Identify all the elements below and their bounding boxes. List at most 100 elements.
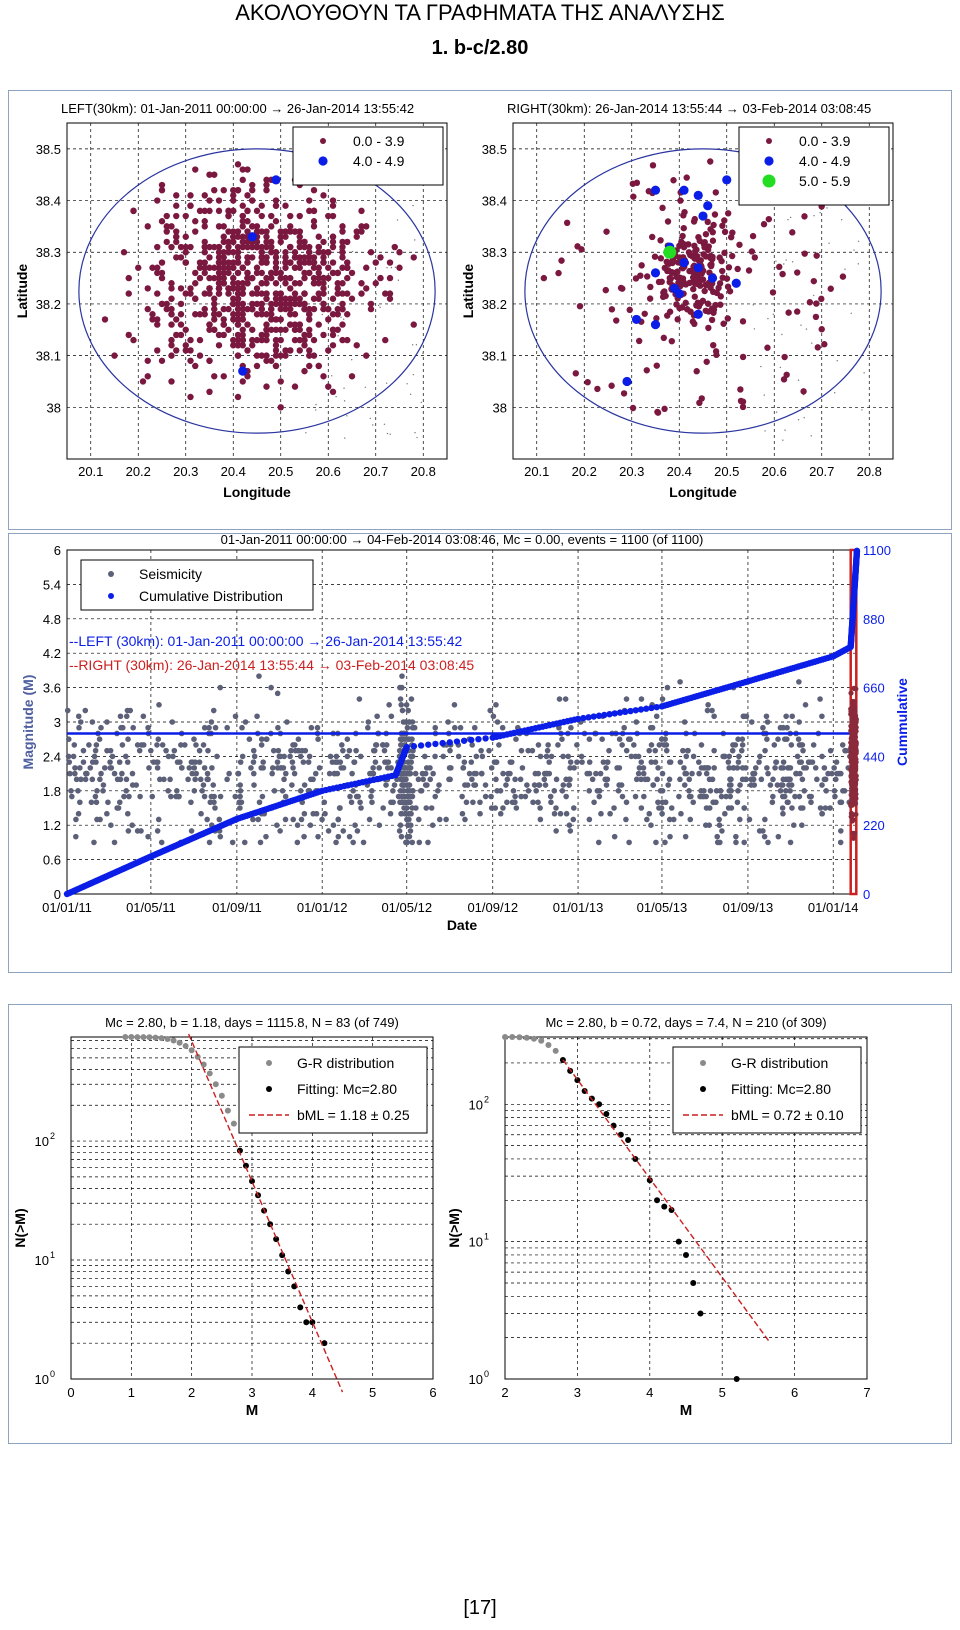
event-small xyxy=(291,300,299,308)
event-small xyxy=(272,290,280,297)
event-small xyxy=(310,295,318,302)
event-small xyxy=(201,305,208,313)
seismicity-point xyxy=(507,759,514,765)
event-small xyxy=(154,290,161,297)
seismicity-point xyxy=(186,765,193,771)
y-tick-exponent: 2 xyxy=(484,1094,489,1104)
event-small xyxy=(201,223,208,230)
seismicity-point xyxy=(340,747,346,754)
seismicity-point xyxy=(204,770,211,777)
seismicity-point xyxy=(123,776,130,783)
event-small xyxy=(630,193,637,200)
event-small xyxy=(320,274,327,282)
seismicity-point xyxy=(423,765,430,771)
seismicity-point xyxy=(268,684,274,691)
seismicity-point xyxy=(479,753,486,760)
event-small xyxy=(334,285,341,292)
seismicity-point xyxy=(659,799,666,806)
seismicity-point xyxy=(763,713,770,720)
event-small xyxy=(201,243,208,251)
seismicity-point xyxy=(638,696,645,702)
seismicity-point xyxy=(547,793,554,800)
seismicity-point xyxy=(298,816,305,823)
coastline-dot xyxy=(753,328,756,330)
seismicity-point xyxy=(748,776,755,783)
event-small xyxy=(220,264,227,271)
seismicity-point xyxy=(404,793,411,800)
event-small xyxy=(683,306,691,313)
seismicity-point xyxy=(397,822,404,828)
event-medium xyxy=(707,273,718,283)
event-small xyxy=(801,250,808,257)
event-small xyxy=(659,204,666,212)
seismicity-point xyxy=(370,747,377,754)
seismicity-point xyxy=(369,799,375,806)
y-axis-label: Latitude xyxy=(460,264,476,319)
event-small xyxy=(225,305,232,313)
seismicity-point xyxy=(559,736,565,742)
seismicity-point-right xyxy=(850,835,857,841)
seismicity-point xyxy=(432,724,439,731)
seismicity-point xyxy=(335,816,342,823)
gr-panel: 0 1 2 3 4 5 6 10 0 10 1 10 2 G-R distribution Fitting:… xyxy=(8,1004,952,1444)
seismicity-point xyxy=(519,765,526,771)
gr-point xyxy=(176,1039,183,1046)
event-small xyxy=(287,305,294,313)
event-small xyxy=(192,228,199,235)
event-small xyxy=(737,386,744,393)
seismicity-point-right xyxy=(852,830,858,837)
seismicity-point xyxy=(405,799,412,806)
event-small xyxy=(220,259,227,266)
legend-label-cumulative: Cumulative Distribution xyxy=(139,588,283,604)
event-small xyxy=(315,233,322,240)
seismicity-point xyxy=(560,753,566,760)
gr-point xyxy=(523,1034,530,1041)
seismicity-point xyxy=(741,839,748,846)
event-medium xyxy=(698,211,708,221)
seismicity-point xyxy=(757,753,763,760)
seismicity-point xyxy=(513,805,520,811)
legend-marker xyxy=(318,156,328,166)
event-small xyxy=(258,259,265,266)
event-small xyxy=(608,306,616,313)
seismicity-point xyxy=(500,805,506,811)
seismicity-point xyxy=(796,679,802,685)
seismicity-point xyxy=(653,713,660,720)
seismicity-point-right xyxy=(848,814,854,820)
event-medium xyxy=(703,201,713,211)
legend-marker-gr xyxy=(700,1060,706,1066)
event-small xyxy=(177,285,185,292)
seismicity-point xyxy=(387,810,394,817)
seismicity-point xyxy=(374,713,380,720)
seismicity-point xyxy=(319,816,325,823)
event-small xyxy=(301,243,308,251)
cumulative-point xyxy=(606,710,613,718)
event-small xyxy=(258,243,265,251)
event-small xyxy=(234,311,242,318)
event-small xyxy=(301,238,308,246)
event-small xyxy=(234,300,242,308)
seismicity-point xyxy=(648,742,655,748)
coastline-dot xyxy=(797,379,800,381)
seismicity-point xyxy=(530,799,536,806)
seismicity-point xyxy=(77,765,83,771)
event-small xyxy=(206,290,213,297)
event-small xyxy=(263,383,270,390)
seismicity-point xyxy=(297,753,304,760)
seismicity-point xyxy=(468,759,475,765)
seismicity-point xyxy=(104,810,110,817)
seismicity-point xyxy=(94,788,100,794)
coastline-dot xyxy=(787,218,789,221)
seismicity-point xyxy=(626,839,632,846)
event-small xyxy=(801,213,808,220)
event-small xyxy=(244,238,251,246)
event-small xyxy=(690,285,697,293)
event-small xyxy=(173,233,180,240)
seismicity-point xyxy=(282,793,289,800)
gr-point xyxy=(194,1053,201,1060)
event-small xyxy=(163,305,170,313)
event-small xyxy=(818,326,825,333)
event-small xyxy=(168,321,175,328)
event-small xyxy=(339,223,346,230)
